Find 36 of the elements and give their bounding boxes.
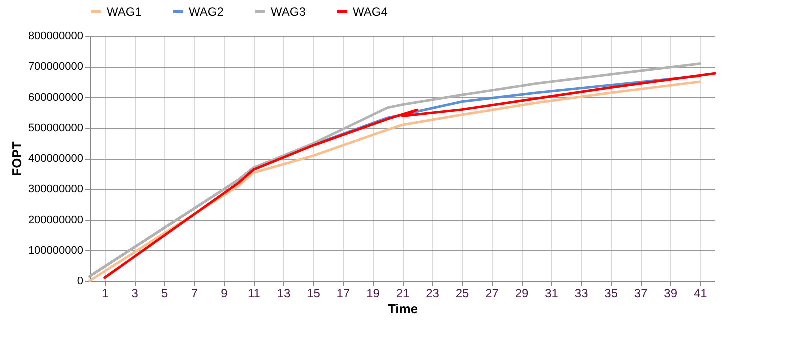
x-tick-label: 5 [162,286,169,300]
x-tick-label: 29 [515,286,530,300]
legend-label: WAG3 [271,4,306,19]
x-tick-label: 35 [604,286,618,300]
x-axis-title: Time [388,302,418,316]
x-tick-label: 37 [634,286,648,300]
x-tick-label: 7 [191,286,198,300]
legend-label: WAG4 [353,4,388,19]
x-tick-label: 17 [336,286,350,300]
y-tick-label: 200000000 [28,214,84,226]
y-tick-label: 500000000 [28,122,84,134]
x-tick-label: 1 [102,286,110,300]
y-tick-label: 100000000 [28,244,84,257]
y-tick-label: 400000000 [28,153,84,165]
x-tick-label: 31 [545,286,559,300]
x-tick-label: 13 [277,286,291,300]
x-tick-label: 23 [426,286,440,300]
y-tick-label: 600000000 [28,92,84,104]
x-tick-label: 15 [307,286,321,300]
x-tick-label: 33 [574,286,589,300]
x-tick-label: 3 [132,286,139,300]
x-tick-label: 19 [366,286,380,300]
legend-label: WAG1 [107,4,142,19]
legend-label: WAG2 [189,4,224,19]
x-tick-label: 27 [486,286,500,300]
x-tick-label: 21 [396,286,410,300]
y-tick-label: 300000000 [28,184,84,196]
y-tick-label: 800000000 [28,30,84,42]
x-tick-label: 41 [694,286,708,300]
x-tick-label: 25 [456,286,470,300]
x-tick-label: 11 [248,286,261,300]
y-tick-label: 0 [77,276,84,288]
y-axis-title: FOPT [9,142,24,176]
y-tick-label: 700000000 [28,61,84,74]
x-tick-label: 9 [221,286,228,300]
x-tick-label: 39 [664,286,678,300]
